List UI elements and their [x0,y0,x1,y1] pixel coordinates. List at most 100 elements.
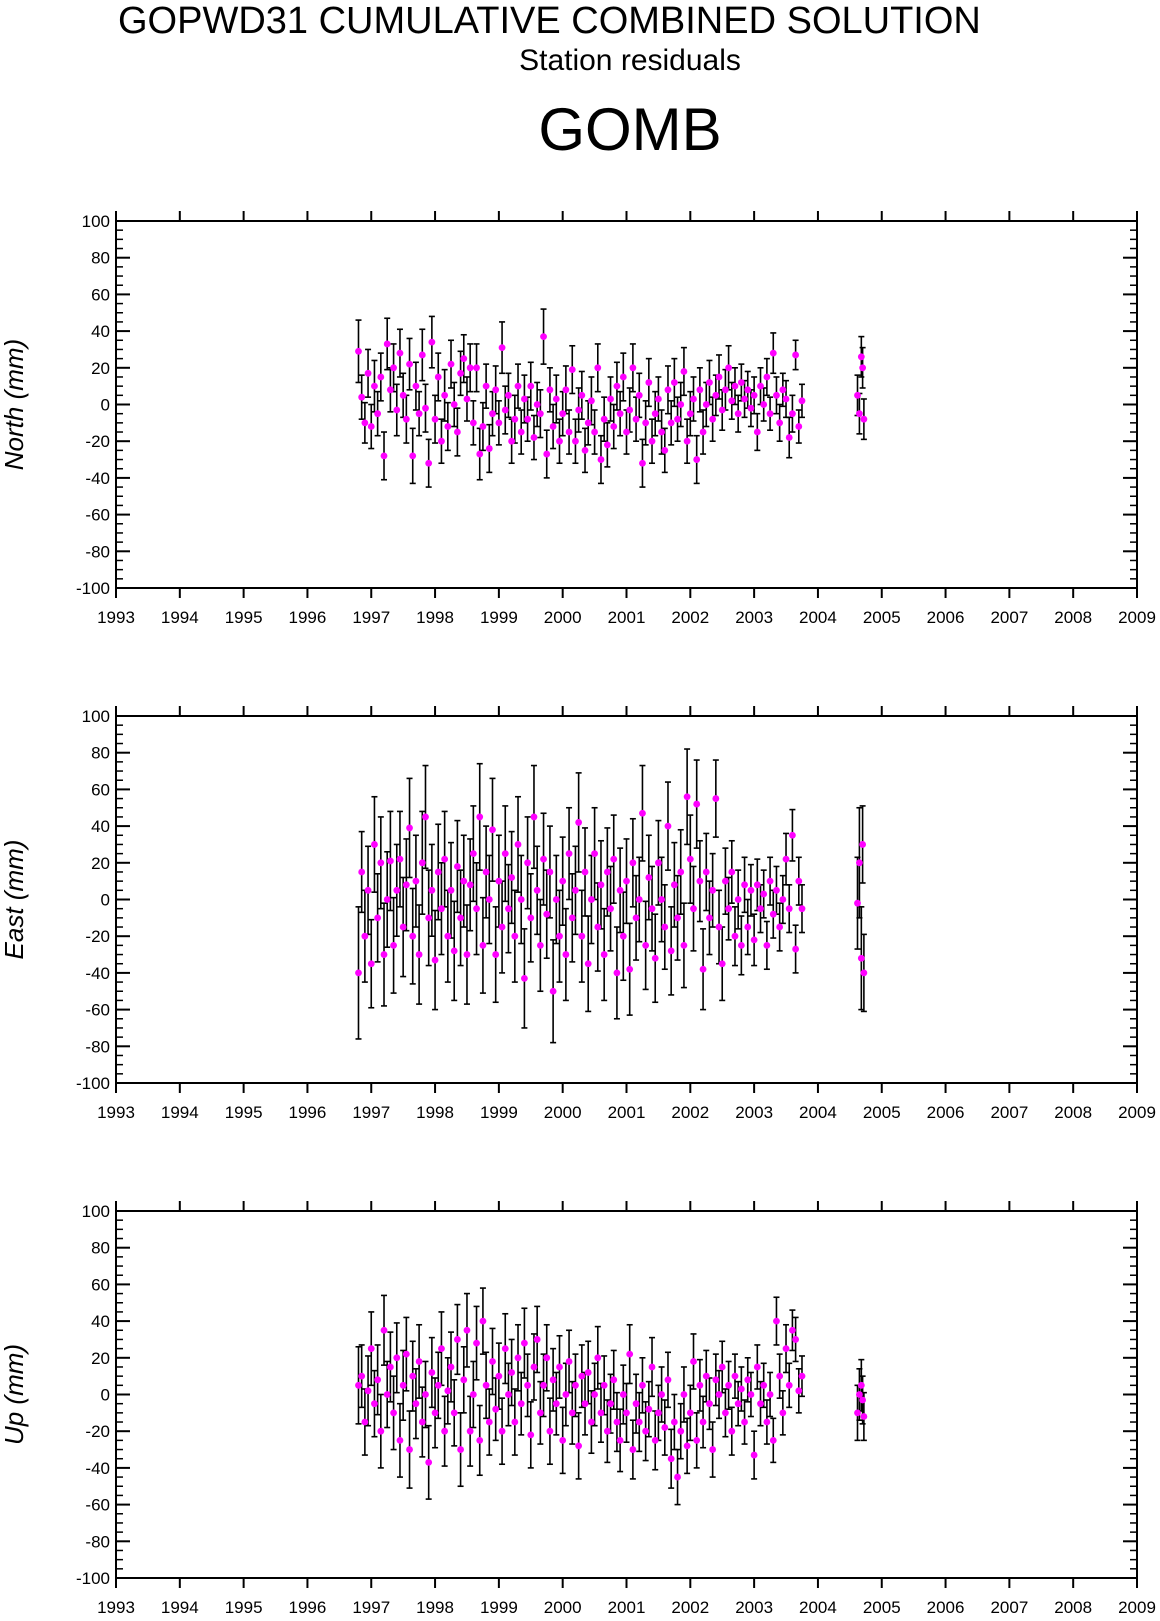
data-point [552,1400,560,1408]
x-tick-label: 2008 [1054,1103,1092,1122]
data-point [371,1400,378,1408]
data-point [402,1350,410,1358]
data-point [501,406,509,414]
data-point [482,382,490,390]
data-point [766,877,774,885]
data-point [498,923,506,931]
data-point [546,1427,554,1435]
data-point [696,1381,704,1389]
data-point [626,965,634,973]
data-point [438,1345,445,1353]
data-point [645,1405,653,1413]
data-point [469,419,477,427]
data-point [453,1336,461,1343]
data-point [588,896,595,903]
data-point [572,1381,579,1389]
station-name: GOMB [538,96,722,163]
data-point [431,415,439,423]
data-point [619,1391,627,1398]
data-point [511,1418,519,1426]
data-point [371,382,378,390]
data-point [607,395,614,403]
data-point [693,1436,701,1444]
data-point [773,886,780,894]
data-point [603,1427,611,1435]
y-tick-label: -40 [85,964,110,983]
data-point [645,874,653,881]
data-point [610,1376,618,1384]
data-point [514,382,522,390]
data-point [383,896,391,903]
data-point [792,1336,800,1343]
data-point [473,905,480,913]
y-tick-label: 80 [91,249,110,268]
data-point [789,831,796,839]
y-tick-label: -100 [76,579,110,598]
data-point [789,410,796,418]
panel-up: 1993 1994 1995 1996 1997 1998 1999 2000 2001 2002… [0,1201,1156,1617]
data-point [728,1427,736,1435]
x-tick-label: 2002 [671,1103,709,1122]
x-tick-label: 1995 [225,608,263,627]
data-point [588,1418,595,1426]
data-point [501,850,509,858]
x-tick-label: 2005 [863,1103,901,1122]
data-point [860,415,868,423]
y-tick-label: 40 [91,322,110,341]
data-point [540,1381,547,1389]
y-tick-label: -20 [85,432,110,451]
data-point [600,415,608,423]
data-point [399,923,407,931]
data-point [702,868,710,876]
data-point [632,415,640,423]
x-tick-label: 2004 [799,1103,837,1122]
data-point [860,1413,868,1420]
data-point [782,395,790,403]
data-point [540,333,547,341]
y-tick-label: 100 [82,1202,110,1221]
data-point [508,1369,516,1376]
data-point [386,1363,394,1371]
data-point [651,954,659,962]
data-point [779,896,787,903]
y-tick-label: -60 [85,506,110,525]
data-point [364,369,372,377]
data-point [517,896,525,903]
data-point [661,446,669,454]
data-point [422,813,429,821]
x-tick-label: 1996 [289,1103,327,1122]
data-point [616,886,624,894]
data-point [603,868,611,876]
x-tick-label: 2005 [863,1598,901,1617]
x-tick-label: 2008 [1054,1598,1092,1617]
data-point [568,1409,576,1417]
x-tick-label: 1999 [480,608,518,627]
x-tick-label: 1997 [352,608,390,627]
data-point [607,905,614,913]
data-point [508,874,516,881]
data-point [527,914,535,922]
data-point [409,1372,417,1380]
data-point [696,386,704,394]
data-point [466,1427,474,1435]
data-point [568,366,576,374]
data-point [674,914,681,922]
data-point [556,437,563,445]
panel-north: 1993 1994 1995 1996 1997 1998 1999 2000 2001 2002… [0,211,1156,627]
y-tick-label: 20 [91,1349,110,1368]
data-point [584,1369,592,1376]
subtitle: Station residuals [519,44,741,77]
data-point [386,386,394,394]
data-point [447,360,455,368]
data-point [482,868,490,876]
y-tick-label: -60 [85,1001,110,1020]
data-point [600,1381,608,1389]
data-point [355,347,362,355]
data-point [798,1372,806,1380]
data-point [661,923,669,931]
data-point [536,410,544,418]
y-tick-label: 60 [91,780,110,799]
y-axis-label: Up (mm) [0,1344,29,1445]
data-point [769,910,777,918]
data-point [747,404,755,412]
